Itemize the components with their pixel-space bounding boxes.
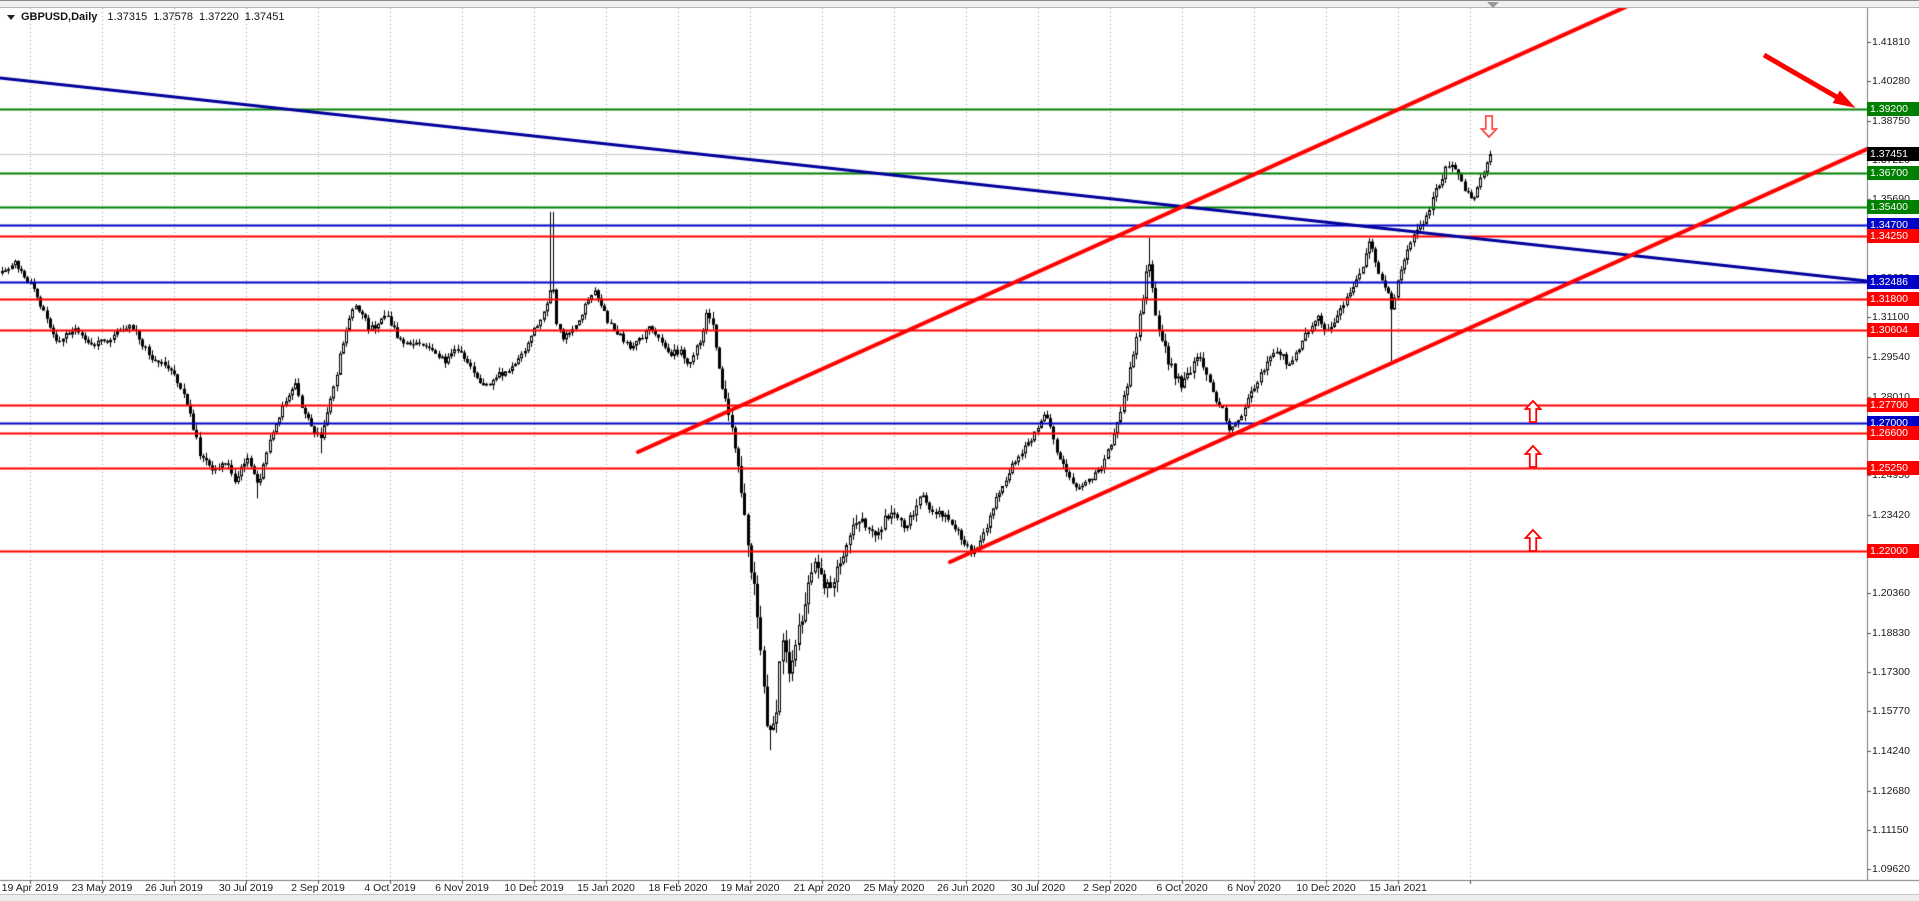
date-label: 19 Mar 2020 xyxy=(720,882,780,894)
date-label: 10 Dec 2020 xyxy=(1296,882,1356,894)
date-label: 19 Apr 2019 xyxy=(1,882,59,894)
status-bar xyxy=(0,894,1919,901)
date-label: 10 Dec 2019 xyxy=(504,882,564,894)
chart-title: GBPUSD,Daily 1.37315 1.37578 1.37220 1.37451 xyxy=(7,11,290,23)
quote-open: 1.37315 xyxy=(107,11,148,23)
date-label: 26 Jun 2019 xyxy=(145,882,203,894)
quote-low: 1.37220 xyxy=(198,11,239,23)
symbol-dropdown-icon[interactable] xyxy=(7,14,15,20)
date-label: 15 Jan 2020 xyxy=(577,882,635,894)
date-label: 6 Oct 2020 xyxy=(1156,882,1208,894)
date-label: 26 Jun 2020 xyxy=(937,882,995,894)
date-label: 25 May 2020 xyxy=(863,882,925,894)
horizontal-scrollbar[interactable] xyxy=(0,0,1919,8)
date-label: 6 Nov 2020 xyxy=(1227,882,1281,894)
date-label: 4 Oct 2019 xyxy=(364,882,416,894)
date-label: 30 Jul 2020 xyxy=(1010,882,1066,894)
symbol-period-label: GBPUSD,Daily xyxy=(21,11,98,23)
scrollbar-position-marker-icon[interactable] xyxy=(1487,2,1499,8)
date-label: 21 Apr 2020 xyxy=(793,882,851,894)
date-label: 2 Sep 2020 xyxy=(1083,882,1137,894)
date-label: 15 Jan 2021 xyxy=(1369,882,1427,894)
date-label: 18 Feb 2020 xyxy=(648,882,708,894)
date-label: 6 Nov 2019 xyxy=(435,882,489,894)
date-label: 23 May 2019 xyxy=(71,882,133,894)
date-label: 30 Jul 2019 xyxy=(218,882,274,894)
quote-high: 1.37578 xyxy=(153,11,193,23)
quote-close: 1.37451 xyxy=(244,11,285,23)
date-label: 2 Sep 2019 xyxy=(291,882,345,894)
